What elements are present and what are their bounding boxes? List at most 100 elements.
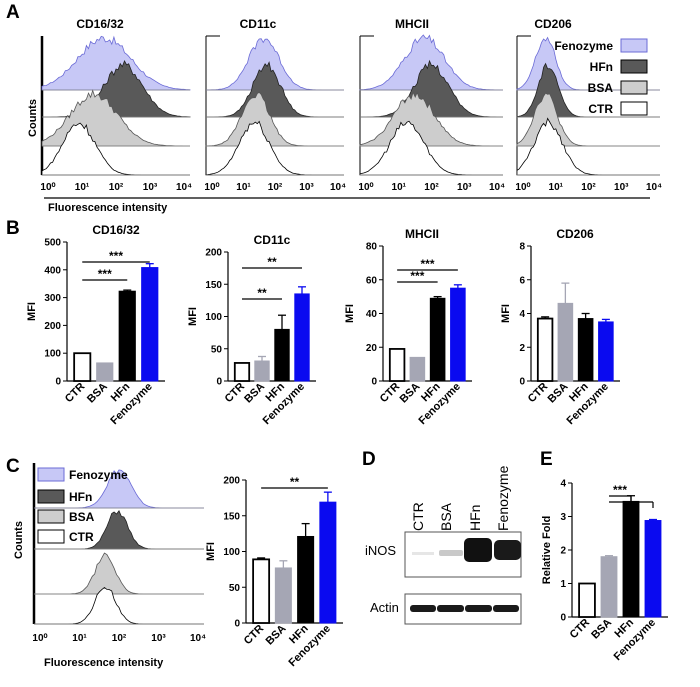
panel-c-y-label: Counts: [13, 521, 25, 559]
bar-chart-cd16-32: CD16/32MFI0100200300400500CTRBSAHFnFenoz…: [26, 223, 165, 427]
legend-label-ctr: CTR: [69, 530, 94, 544]
panel-letter-b: B: [6, 218, 20, 239]
x-tick-label: 10³: [151, 633, 166, 644]
x-category-label-ctr: CTR: [526, 381, 551, 406]
x-category-label-bsa: BSA: [242, 381, 267, 406]
panel-a-legend: Fenozyme HFn BSA CTR: [554, 38, 648, 116]
y-axis-label: MFI: [500, 304, 512, 323]
y-tick-label: 0: [560, 613, 566, 624]
bar-ctr: [388, 348, 406, 382]
significance-label: **: [267, 255, 277, 269]
y-tick-label: 60: [366, 275, 378, 286]
legend-label-hfn: HFn: [590, 60, 613, 74]
x-tick-label: 10⁰: [515, 182, 530, 193]
x-category-label-bsa: BSA: [546, 381, 571, 406]
chart-title: MHCII: [405, 227, 439, 241]
panel-a-histograms: CD16/32 CD11c MHCII CD206 Counts Fluores…: [27, 17, 662, 214]
x-category-label-fenozyme: Fenozyme: [108, 381, 155, 428]
bar-hfn: [274, 328, 290, 382]
y-tick-label: 400: [44, 265, 61, 276]
western-blot: CTR BSA HFn Fenozyme iNOS Actin: [365, 465, 522, 625]
y-tick-label: 50: [211, 344, 223, 355]
y-tick-label: 150: [205, 280, 222, 291]
blot-lane-label-fenozyme: Fenozyme: [495, 465, 511, 531]
blot-band-label-inos: iNOS: [365, 543, 396, 558]
y-tick-label: 0: [55, 377, 61, 388]
bar-bsa: [600, 556, 618, 618]
x-category-label-ctr: CTR: [242, 623, 267, 648]
blot-lane-label-bsa: BSA: [438, 502, 454, 531]
x-category-label-bsa: BSA: [85, 381, 110, 406]
x-tick-label: 10³: [457, 182, 472, 193]
x-tick-label: 10⁰: [204, 182, 219, 193]
histogram-cd16-32: 10⁰ 10¹ 10² 10³ 10⁴: [40, 35, 192, 193]
bar-bsa: [557, 302, 574, 382]
y-axis-label: MFI: [187, 307, 199, 326]
y-tick-label: 40: [366, 309, 378, 320]
histogram-mhcii: 10⁰ 10¹ 10² 10³ 10⁴: [358, 34, 505, 193]
x-tick-label: 10¹: [236, 182, 251, 193]
legend-swatch-bsa: [37, 509, 65, 524]
legend-label-hfn: HFn: [69, 490, 92, 504]
legend-label-ctr: CTR: [588, 102, 613, 116]
y-tick-label: 0: [371, 377, 377, 388]
legend-swatch-fenozyme: [37, 467, 65, 482]
panel-c-legend: Fenozyme HFn BSA CTR: [37, 467, 128, 544]
y-tick-label: 500: [44, 238, 61, 249]
panel-a-y-label: Counts: [27, 99, 39, 137]
significance-label: ***: [420, 257, 434, 271]
y-tick-label: 100: [205, 312, 222, 323]
x-tick-label: 10³: [143, 182, 158, 193]
blot-band-inos-fenozyme: [494, 540, 521, 560]
blot-band-inos-bsa: [439, 550, 463, 556]
bar-hfn: [118, 290, 136, 382]
y-tick-label: 0: [519, 377, 525, 388]
bar-ctr: [73, 352, 92, 382]
legend-swatch-ctr: [37, 529, 65, 544]
x-tick-label: 10¹: [75, 182, 90, 193]
bar-ctr: [252, 558, 271, 624]
panel-letter-a: A: [6, 2, 20, 23]
y-tick-label: 200: [205, 248, 222, 259]
y-tick-label: 6: [519, 275, 525, 286]
histogram-trace-hfn: [360, 59, 503, 118]
y-tick-label: 100: [44, 349, 61, 360]
bar-fenozyme: [141, 267, 159, 382]
x-tick-label: 10⁴: [646, 182, 662, 193]
panel-c-histogram: Counts Fluorescence intensity 10⁰ 10¹ 10² 1…: [13, 463, 206, 669]
blot-lane-label-hfn: HFn: [467, 505, 483, 531]
y-tick-label: 200: [44, 321, 61, 332]
legend-label-bsa: BSA: [69, 510, 95, 524]
histogram-title-mhcii: MHCII: [395, 17, 429, 31]
bar-fenozyme: [450, 287, 466, 382]
legend-label-bsa: BSA: [588, 81, 614, 95]
bar-bsa: [96, 362, 114, 382]
x-tick-label: 10³: [614, 182, 629, 193]
panel-letter-d: D: [362, 449, 376, 470]
significance-label: **: [290, 475, 300, 489]
x-category-label-fenozyme: Fenozyme: [286, 623, 333, 670]
blot-band-actin-bsa: [437, 605, 464, 612]
bar-fenozyme: [644, 520, 662, 618]
x-tick-label: 10²: [581, 182, 596, 193]
histogram-cd11c: 10⁰ 10¹ 10² 10³ 10⁴: [204, 35, 346, 193]
bar-bsa: [274, 567, 292, 624]
bar-hfn: [577, 318, 594, 382]
x-tick-label: 10⁰: [358, 182, 373, 193]
significance-label: ***: [410, 269, 424, 283]
y-axis-label: MFI: [344, 304, 356, 323]
legend-swatch-fenozyme: [620, 38, 648, 53]
x-category-label-ctr: CTR: [223, 381, 248, 406]
panel-letter-c: C: [6, 456, 20, 477]
y-tick-label: 4: [519, 309, 525, 320]
legend-swatch-hfn: [620, 59, 648, 74]
x-tick-label: 10⁴: [190, 633, 206, 644]
x-tick-label: 10²: [112, 633, 127, 644]
x-category-label-bsa: BSA: [398, 381, 423, 406]
blot-band-actin-ctr: [410, 605, 436, 612]
y-axis-label: Relative Fold: [541, 516, 553, 584]
x-category-label-bsa: BSA: [264, 623, 289, 648]
